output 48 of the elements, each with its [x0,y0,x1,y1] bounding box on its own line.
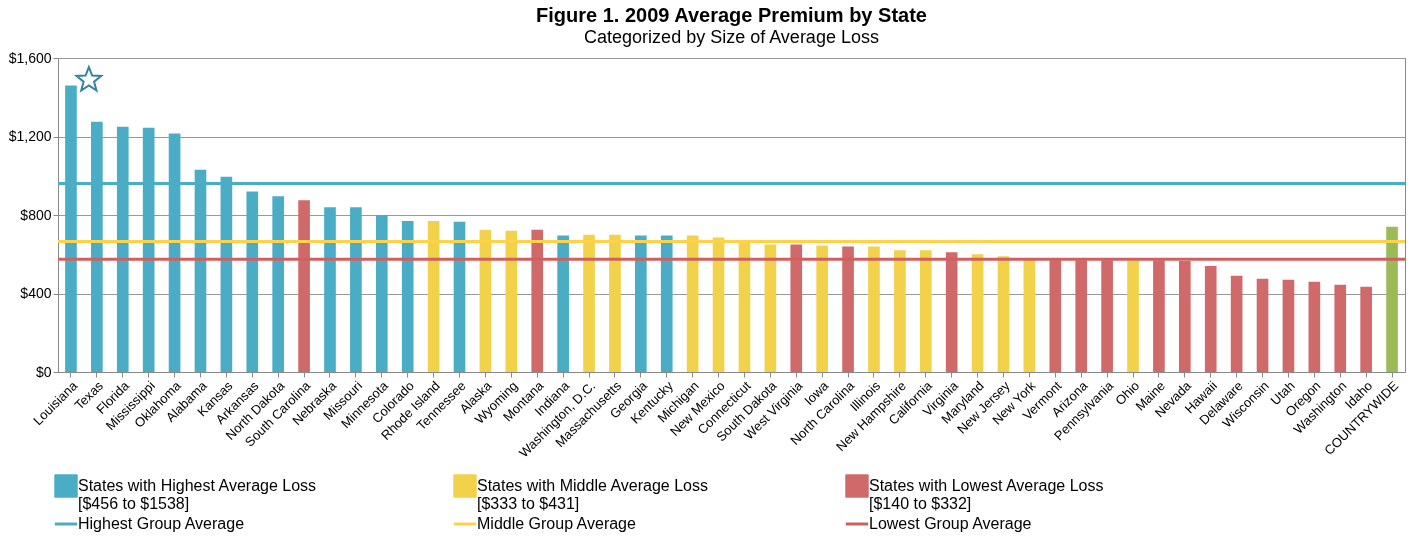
y-tick-label: $1,600 [8,49,52,66]
y-tick-label: $1,200 [8,128,52,144]
bar [272,196,285,372]
legend-label: Middle Group Average [477,515,637,532]
bar [375,215,388,372]
bar [1282,279,1295,372]
bar [350,207,362,372]
bar [324,207,336,372]
legend-label: States with Lowest Average Loss [$140 to $332] [869,477,1104,512]
legend-label: Highest Group Average [78,515,245,532]
y-tick-label: $800 [20,206,52,223]
bar [1256,278,1269,372]
y-tick-label: $0 [35,363,52,380]
bar [1308,281,1321,372]
bar [997,256,1010,372]
bar [583,234,595,372]
bar [609,234,621,372]
bar [971,254,984,372]
bar [1334,284,1347,372]
bar [686,235,699,372]
bar [557,235,569,372]
bar [1023,258,1036,372]
bar [246,191,259,372]
bar [816,245,828,372]
bar [1386,226,1398,372]
bar [1230,275,1243,372]
bar [1204,266,1217,372]
bar [1127,260,1139,372]
bar [868,246,880,372]
bar [505,230,518,372]
bar [712,237,725,372]
bar [453,221,466,372]
bar [1360,286,1372,372]
y-tick-label: $400 [20,285,52,301]
legend-label: States with Highest Average Loss [$456 to $1538] [78,477,317,512]
bar [919,250,932,372]
bar [401,220,414,372]
bar [635,235,647,372]
legend-label: States with Middle Average Loss [$333 to $431] [477,477,708,512]
chart-subtitle: Categorized by Size of Average Loss [584,27,879,47]
bar [660,235,673,372]
chart-title: Figure 1. 2009 Average Premium by State [536,4,927,26]
bar [479,229,492,372]
bar [427,220,440,372]
bar [894,250,906,372]
legend-label: Lowest Group Average [869,515,1032,532]
bar [738,240,751,372]
bar [764,244,777,372]
